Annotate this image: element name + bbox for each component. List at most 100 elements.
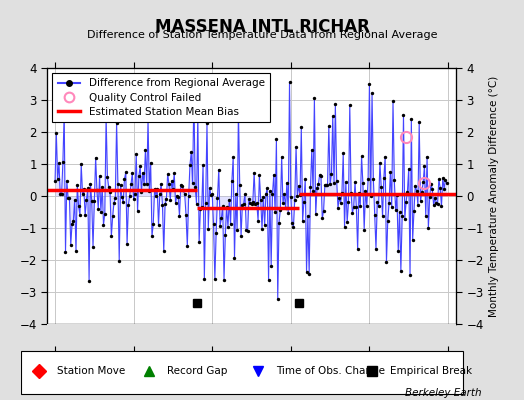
Point (263, 184, 271, 191)
Point (217, 215, 225, 221)
Point (285, 79, 293, 85)
Point (361, 188, 369, 194)
Point (334, 204, 342, 211)
Point (364, 176, 372, 182)
Point (83, 185, 92, 192)
Point (284, 210, 292, 216)
Point (319, 207, 328, 214)
Point (149, 220, 157, 227)
Point (158, 202, 167, 208)
Point (423, 153, 431, 160)
Point (192, 200, 201, 207)
Point (178, 182, 186, 189)
Point (440, 186, 448, 192)
Point (279, 200, 287, 206)
Point (227, 178, 236, 184)
Point (73, 182, 81, 188)
Point (293, 192, 301, 199)
Point (360, 226, 368, 233)
Point (324, 123, 333, 130)
Point (431, 194, 439, 201)
Point (89, 244, 97, 250)
Point (141, 147, 149, 153)
Point (53, 176, 62, 182)
Point (136, 163, 144, 170)
Point (370, 212, 379, 218)
Point (140, 181, 148, 187)
Point (180, 191, 189, 198)
Point (305, 271, 313, 278)
Point (292, 144, 300, 150)
Point (310, 94, 319, 101)
Text: Station Move: Station Move (58, 366, 126, 376)
Point (183, 243, 191, 250)
Legend: Difference from Regional Average, Quality Control Failed, Estimated Station Mean: Difference from Regional Average, Qualit… (52, 73, 270, 122)
Point (74, 203, 83, 210)
Point (225, 197, 233, 203)
Point (247, 200, 256, 207)
Point (353, 246, 362, 252)
Point (267, 263, 275, 269)
Point (315, 172, 324, 178)
Point (326, 181, 334, 187)
Point (208, 191, 216, 198)
Point (299, 218, 307, 224)
Text: MASSENA INTL RICHAR: MASSENA INTL RICHAR (155, 18, 369, 36)
Point (306, 184, 314, 190)
Point (259, 194, 267, 200)
Point (379, 175, 388, 181)
Point (72, 248, 80, 254)
Point (161, 201, 169, 208)
Point (386, 168, 395, 175)
Point (372, 246, 380, 252)
Point (211, 276, 219, 282)
Point (331, 101, 340, 107)
Point (56, 191, 64, 198)
Point (106, 189, 114, 196)
Point (272, 136, 280, 142)
Point (281, 205, 290, 211)
Point (250, 169, 258, 176)
Point (230, 255, 238, 262)
Point (132, 150, 140, 157)
Point (195, 239, 203, 245)
Point (439, 175, 447, 182)
Point (62, 178, 71, 184)
Point (103, 174, 112, 180)
Point (81, 212, 89, 218)
Point (198, 204, 206, 210)
Point (54, 160, 63, 167)
Point (51, 178, 59, 185)
Point (437, 203, 445, 210)
Point (95, 172, 104, 179)
Point (86, 180, 94, 187)
Point (159, 248, 168, 254)
Point (90, 198, 99, 204)
Point (119, 199, 127, 205)
Point (101, 210, 109, 217)
Point (169, 185, 177, 192)
Point (133, 208, 141, 214)
Point (340, 224, 348, 230)
Point (191, 184, 199, 190)
Point (80, 186, 88, 192)
Point (408, 237, 417, 243)
Point (269, 172, 278, 178)
Point (93, 187, 101, 194)
Point (442, 180, 451, 186)
Point (219, 203, 227, 210)
Point (421, 213, 430, 219)
Point (239, 200, 248, 207)
Point (433, 201, 442, 208)
Point (415, 119, 423, 126)
Point (157, 181, 165, 187)
Point (122, 169, 130, 175)
Point (70, 197, 79, 203)
Point (182, 212, 190, 218)
Point (213, 195, 222, 201)
Point (124, 202, 133, 208)
Point (397, 268, 405, 274)
Point (373, 199, 381, 206)
Point (384, 218, 392, 224)
Point (420, 163, 429, 169)
